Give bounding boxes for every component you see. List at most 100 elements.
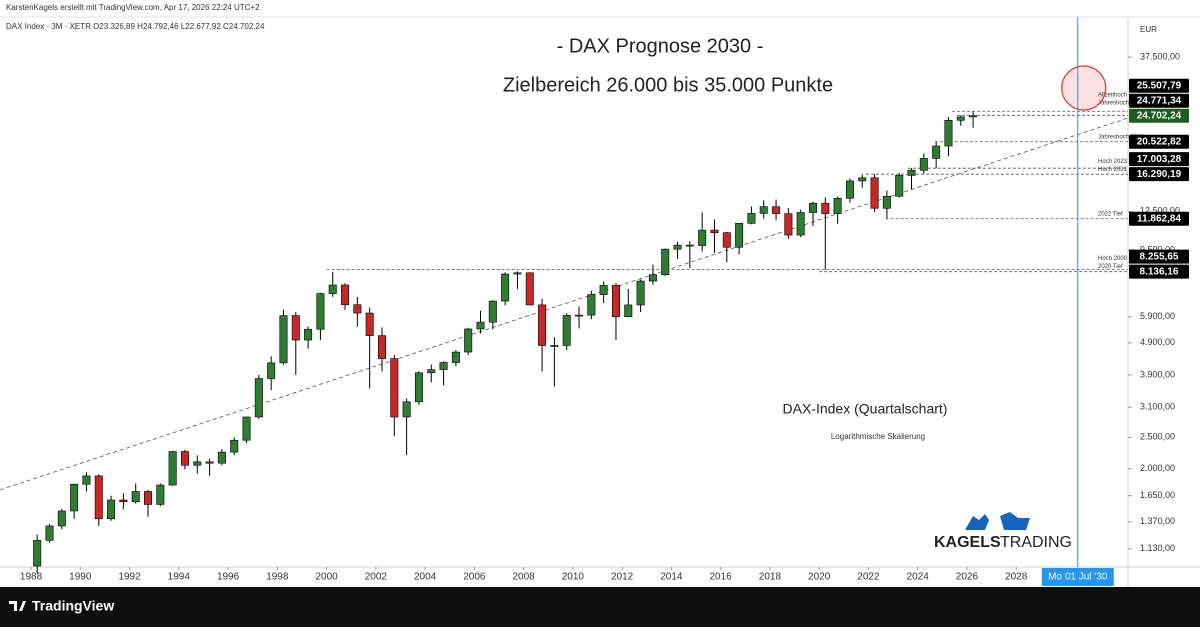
candle-body: [33, 540, 42, 567]
candle-body: [525, 272, 534, 306]
trendline: [0, 117, 1129, 491]
candle-body: [316, 293, 325, 330]
candle-body: [242, 416, 251, 441]
candle-body: [648, 274, 657, 282]
candle-body: [685, 244, 694, 247]
logo-brand: KAGELS: [934, 534, 1001, 551]
candle-body: [451, 351, 460, 363]
candle-body: [882, 195, 891, 209]
candle-body: [107, 499, 116, 520]
candle-body: [501, 273, 510, 302]
footer-brand: TradingView: [32, 598, 114, 614]
candle-body: [279, 315, 288, 364]
candle-body: [168, 451, 177, 486]
candle-body: [427, 369, 436, 374]
candle-body: [513, 272, 522, 275]
candle-body: [833, 197, 842, 214]
scale-note: Logarithmische Skalierung: [831, 432, 925, 441]
currency: EUR: [1140, 25, 1157, 34]
y-tick-label: 3.900,00: [1140, 369, 1175, 379]
logo-product: TRADING: [1000, 534, 1072, 551]
candle-body: [193, 461, 202, 466]
candle-body: [439, 362, 448, 370]
x-tick-label: 2016: [710, 572, 733, 583]
x-tick-label: 1994: [168, 572, 191, 583]
logo: KAGELS TRADING: [934, 512, 1072, 551]
price-label: 16.290,19: [1137, 169, 1182, 180]
candle-body: [636, 280, 645, 306]
x-tick-label: 1988: [20, 572, 43, 583]
price-label: 17.003,28: [1137, 154, 1182, 165]
footer-bar: [0, 587, 1200, 627]
price-label: 24.771,34: [1137, 95, 1182, 106]
price-label: 25.507,79: [1137, 80, 1182, 91]
y-tick-label: 12.500,00: [1140, 206, 1180, 216]
candle-body: [377, 335, 386, 359]
candle-body: [562, 315, 571, 346]
candle-body: [587, 294, 596, 316]
candle-body: [722, 232, 731, 248]
y-tick-label: 2.500,00: [1140, 432, 1175, 442]
candle-body: [919, 158, 928, 171]
candle-body: [57, 510, 66, 527]
price-label-box: [1129, 152, 1189, 167]
level-note: Allzeithoch: [1098, 92, 1127, 98]
x-tick-label: 2022: [857, 572, 880, 583]
plot-area: [0, 110, 1129, 574]
x-tick-label: 2024: [907, 572, 930, 583]
price-label-box: [1129, 93, 1189, 108]
y-tick-label: 1.650,00: [1140, 490, 1175, 500]
candle-body: [341, 284, 350, 306]
price-label-box: [1129, 264, 1189, 279]
y-tick-label: 1.370,00: [1140, 516, 1175, 526]
candle-body: [131, 491, 140, 503]
candle-body: [365, 312, 374, 336]
x-tick-label: 1990: [69, 572, 92, 583]
price-label-box: [1129, 249, 1189, 264]
candle-body: [402, 401, 411, 418]
price-label-box: [1129, 78, 1189, 93]
y-tick-label: 2.000,00: [1140, 463, 1175, 473]
x-tick-label: 2004: [414, 572, 437, 583]
x-tick-label: 2014: [660, 572, 683, 583]
price-label-box: [1129, 211, 1189, 226]
y-tick-label: 9.500,00: [1140, 244, 1175, 254]
x-tick-label: 2018: [759, 572, 782, 583]
price-label: 20.522,82: [1137, 136, 1182, 147]
candle-body: [414, 372, 423, 403]
level-note: Jahreshoch 2024: [1098, 134, 1145, 140]
candle-body: [70, 483, 79, 512]
candle-body: [809, 202, 817, 213]
target-zone: [1061, 65, 1107, 111]
candle-body: [611, 285, 620, 318]
candle-body: [858, 177, 867, 182]
logo-bear: [1000, 512, 1030, 530]
candle-body: [180, 451, 189, 466]
candle-body: [845, 180, 854, 199]
candle-body: [353, 304, 362, 314]
x-tick-label: 2008: [512, 572, 535, 583]
candle-body: [464, 328, 473, 353]
candle-body: [205, 461, 214, 464]
candle-body: [390, 358, 399, 418]
candle-body: [624, 304, 633, 318]
y-tick-label: 3.100,00: [1140, 402, 1175, 412]
price-label-box: [1129, 134, 1189, 149]
candle-body: [575, 314, 584, 317]
candle-body: [956, 116, 965, 121]
candle-body: [735, 223, 744, 248]
candle-body: [94, 475, 103, 520]
candle-body: [45, 525, 54, 541]
candle-body: [291, 315, 300, 341]
candle-body: [144, 491, 153, 505]
x-tick-label: 1992: [118, 572, 141, 583]
candle-body: [821, 202, 830, 214]
credit: KarstenKagels erstellt mit TradingView.c…: [6, 3, 260, 12]
candle-body: [119, 499, 128, 503]
candle-body: [895, 175, 904, 197]
candle-body: [698, 229, 707, 246]
price-label-box: [1129, 108, 1189, 123]
x-tick-label: 2000: [315, 572, 338, 583]
